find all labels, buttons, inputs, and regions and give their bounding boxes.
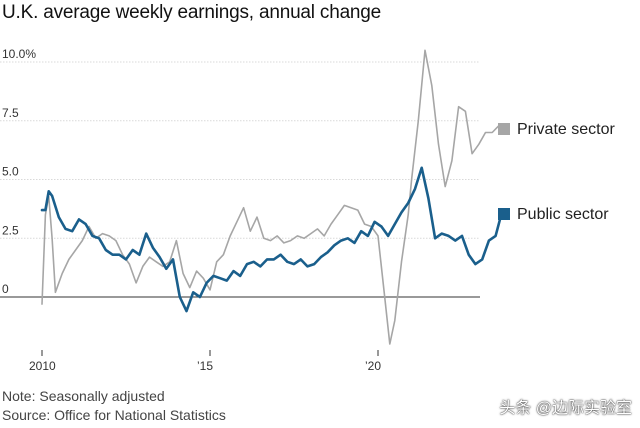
x-tick-label: ’15 bbox=[197, 359, 213, 373]
legend: Private sector Public sector bbox=[498, 121, 615, 223]
private-sector-line bbox=[41, 49, 500, 345]
legend-swatch-private bbox=[498, 123, 510, 135]
legend-label-private: Private sector bbox=[517, 121, 615, 138]
x-tick-label: ’20 bbox=[365, 359, 381, 373]
public-sector-line bbox=[40, 166, 502, 313]
legend-swatch-public bbox=[498, 208, 510, 220]
x-tick-label: 2010 bbox=[29, 359, 56, 373]
y-tick-label: 5.0 bbox=[2, 165, 19, 179]
legend-label-public: Public sector bbox=[517, 206, 609, 223]
series-lines bbox=[40, 49, 502, 345]
axis-ticks: 10.0% 7.5 5.0 2.5 0 2010 ’15 ’20 bbox=[2, 47, 381, 373]
chart-title: U.K. average weekly earnings, annual cha… bbox=[2, 2, 382, 23]
y-tick-label: 10.0% bbox=[2, 47, 36, 61]
y-tick-label: 7.5 bbox=[2, 106, 19, 120]
note-text: Note: Seasonally adjusted bbox=[2, 388, 165, 404]
y-tick-label: 0 bbox=[2, 282, 9, 296]
watermark-text: 头条 @边际实验室 bbox=[499, 400, 632, 417]
gridlines bbox=[0, 61, 480, 298]
y-tick-label: 2.5 bbox=[2, 223, 19, 237]
source-text: Source: Office for National Statistics bbox=[2, 407, 226, 423]
